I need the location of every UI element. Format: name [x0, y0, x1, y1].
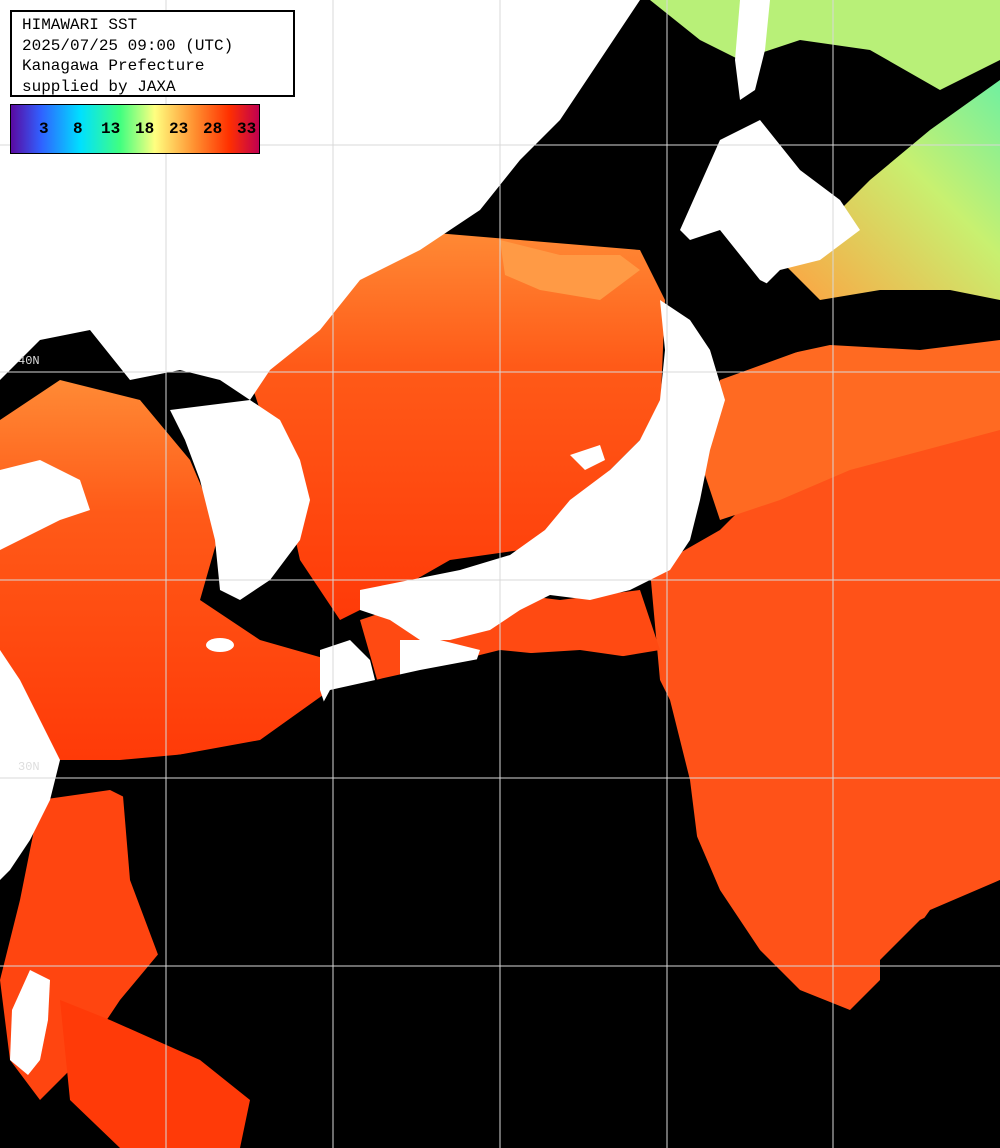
legend-tick: 33 [237, 120, 257, 138]
legend-tick: 28 [203, 120, 223, 138]
title-box: HIMAWARI SST 2025/07/25 09:00 (UTC) Kana… [10, 10, 295, 97]
title-datetime: 2025/07/25 09:00 (UTC) [22, 36, 234, 55]
color-legend: 3 8 13 18 23 28 33 [10, 104, 260, 154]
grid-label-40n: 40N [18, 354, 40, 368]
sea-japan-sea [250, 230, 665, 620]
land-asia-mainland [0, 0, 640, 400]
sea-primorye-warm [500, 240, 640, 300]
sea-taiwan-strait [60, 1000, 250, 1148]
cloud-mass-north [660, 230, 1000, 360]
title-region: Kanagawa Prefecture [22, 57, 205, 75]
land-ulleung-isl [398, 130, 426, 166]
land-honshu [360, 300, 725, 640]
title-product: HIMAWARI SST [22, 16, 138, 34]
legend-tick: 18 [135, 120, 155, 138]
legend-tick: 8 [73, 120, 83, 138]
land-sakhalin [735, 0, 770, 100]
legend-tick: 13 [101, 120, 121, 138]
sea-okhotsk-green [650, 0, 1000, 90]
land-korea [170, 400, 310, 600]
sea-pacific-north [700, 330, 1000, 520]
legend-ticks: 3 8 13 18 23 28 33 [11, 105, 259, 153]
land-shandong [0, 460, 90, 550]
legend-tick: 3 [39, 120, 49, 138]
land-oki [206, 638, 234, 652]
grid-label-30n: 30N [18, 760, 40, 774]
land-taiwan [10, 970, 50, 1075]
cloud-mass-southeast [880, 880, 1000, 1148]
cloud-mass-sw [120, 750, 320, 1000]
sea-yellow-sea [0, 380, 330, 760]
land-china-coast [0, 650, 60, 880]
title-credit: supplied by JAXA [22, 77, 176, 96]
legend-colorbar [11, 105, 259, 153]
land-sado [570, 445, 605, 470]
cloud-mass-south [260, 650, 870, 1148]
sea-pacific [650, 420, 1000, 1010]
legend-tick: 23 [169, 120, 189, 138]
